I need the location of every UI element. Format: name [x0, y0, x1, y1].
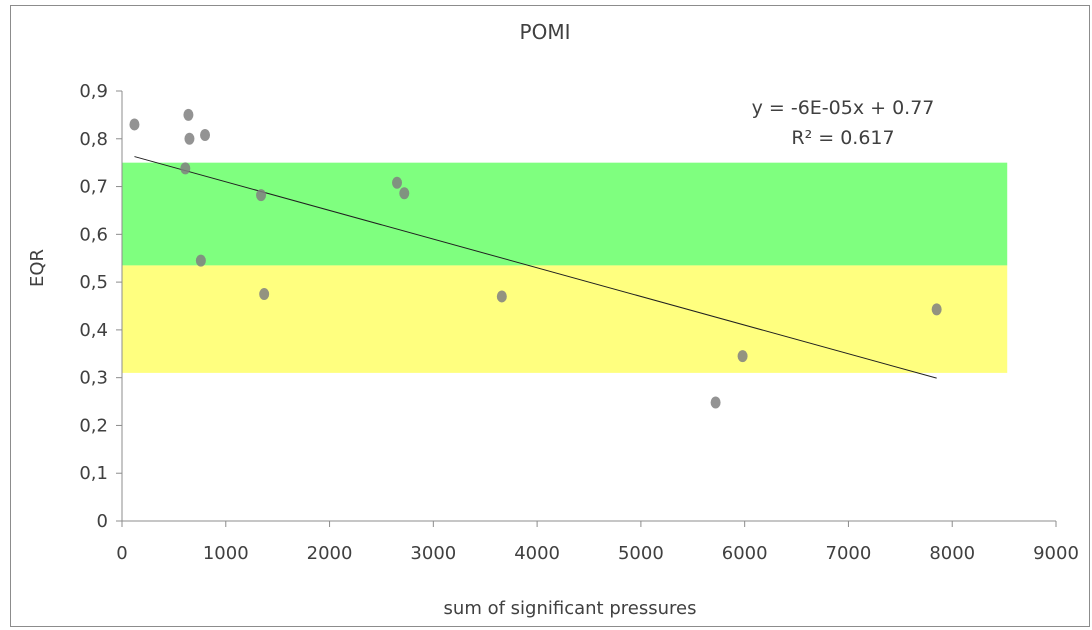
data-point: [496, 290, 507, 303]
chart-title: POMI: [520, 20, 571, 44]
data-point: [195, 254, 206, 267]
data-point: [200, 128, 211, 141]
x-tick-label: 3000: [410, 543, 456, 564]
x-tick-label: 4000: [514, 543, 560, 564]
y-axis-title: EQR: [27, 249, 48, 287]
scatter-chart: 0 1000 2000 3000 4000 5000 6000 7000 8000 9000 00…: [27, 20, 1079, 619]
data-point: [931, 303, 942, 316]
data-point: [183, 108, 194, 121]
band-0: [122, 162, 1008, 266]
band-1: [122, 265, 1008, 373]
x-tick-label: 9000: [1033, 543, 1079, 564]
data-point: [399, 187, 410, 200]
trendline-layer: [134, 156, 937, 379]
points-layer: [129, 108, 942, 409]
y-tick-label: 0: [97, 511, 108, 532]
data-point: [710, 396, 721, 409]
trendline-equation: y = -6E-05x + 0.77: [752, 97, 935, 119]
y-tick-label: 0,1: [79, 463, 108, 484]
x-tick-label: 5000: [618, 543, 664, 564]
x-tick-label: 0: [116, 543, 127, 564]
y-tick-label: 0,6: [79, 224, 108, 245]
y-tick-label: 0,9: [79, 81, 108, 102]
x-tick-label: 6000: [722, 543, 768, 564]
bands-layer: [122, 162, 1008, 373]
y-ticks: 0 0,1 0,2 0,3 0,4 0,5 0,6 0,7 0,8 0,9: [79, 81, 122, 532]
x-tick-label: 2000: [307, 543, 353, 564]
x-ticks: 0 1000 2000 3000 4000 5000 6000 7000 8000 9000: [116, 521, 1079, 564]
y-tick-label: 0,2: [79, 415, 108, 436]
y-tick-label: 0,3: [79, 368, 108, 389]
data-point: [392, 176, 403, 189]
data-point: [184, 132, 195, 145]
x-tick-label: 1000: [203, 543, 249, 564]
x-axis-title: sum of significant pressures: [444, 598, 697, 619]
data-point: [180, 162, 191, 175]
data-point: [129, 118, 140, 131]
axes-layer: [121, 91, 1056, 522]
y-tick-label: 0,5: [79, 272, 108, 293]
y-tick-label: 0,4: [79, 320, 108, 341]
trendline: [134, 156, 937, 379]
data-point: [259, 288, 270, 301]
y-tick-label: 0,8: [79, 129, 108, 150]
data-point: [256, 189, 267, 202]
x-tick-label: 8000: [929, 543, 975, 564]
trendline-r2: R² = 0.617: [791, 127, 894, 149]
data-point: [737, 350, 748, 363]
x-tick-label: 7000: [826, 543, 872, 564]
y-tick-label: 0,7: [79, 177, 108, 198]
